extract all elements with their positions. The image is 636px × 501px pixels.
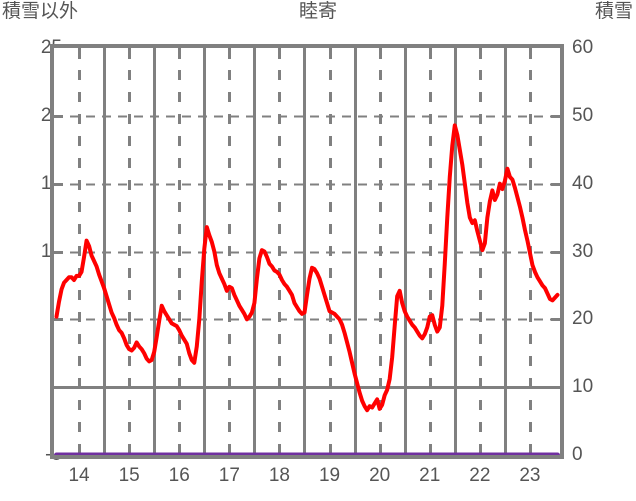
y-axis-right-tick-label: 50 <box>572 104 594 126</box>
x-axis-tick-label: 23 <box>519 465 541 486</box>
plot-svg <box>54 48 560 455</box>
plot-area <box>50 44 564 459</box>
x-axis-tick-label: 17 <box>218 465 240 486</box>
x-axis-tick-label: 14 <box>68 465 90 486</box>
x-axis-tick-label: 16 <box>168 465 190 486</box>
right-axis-title: 積雪 <box>594 1 633 22</box>
x-axis-tick-label: 22 <box>469 465 491 486</box>
y-axis-right-tick-label: 30 <box>572 240 594 262</box>
x-axis-tick-label: 15 <box>118 465 140 486</box>
chart-title: 睦寄 <box>298 1 337 22</box>
y-axis-right-tick-label: 20 <box>572 308 594 330</box>
x-axis-tick-label: 20 <box>369 465 391 486</box>
x-axis-tick-label: 18 <box>268 465 290 486</box>
y-axis-right-tick-label: 40 <box>572 172 594 194</box>
x-axis-tick-label: 19 <box>318 465 341 486</box>
grid-layer <box>54 48 560 455</box>
series-layer <box>54 123 560 455</box>
plot-inner <box>54 48 560 455</box>
y-axis-right-tick-label: 10 <box>572 376 594 398</box>
y-axis-right-tick-label: 60 <box>572 37 594 58</box>
left-axis-title: 積雪以外 <box>2 1 79 22</box>
y-axis-right-tick-label: 0 <box>572 444 583 465</box>
x-axis-tick-label: 21 <box>419 465 441 486</box>
